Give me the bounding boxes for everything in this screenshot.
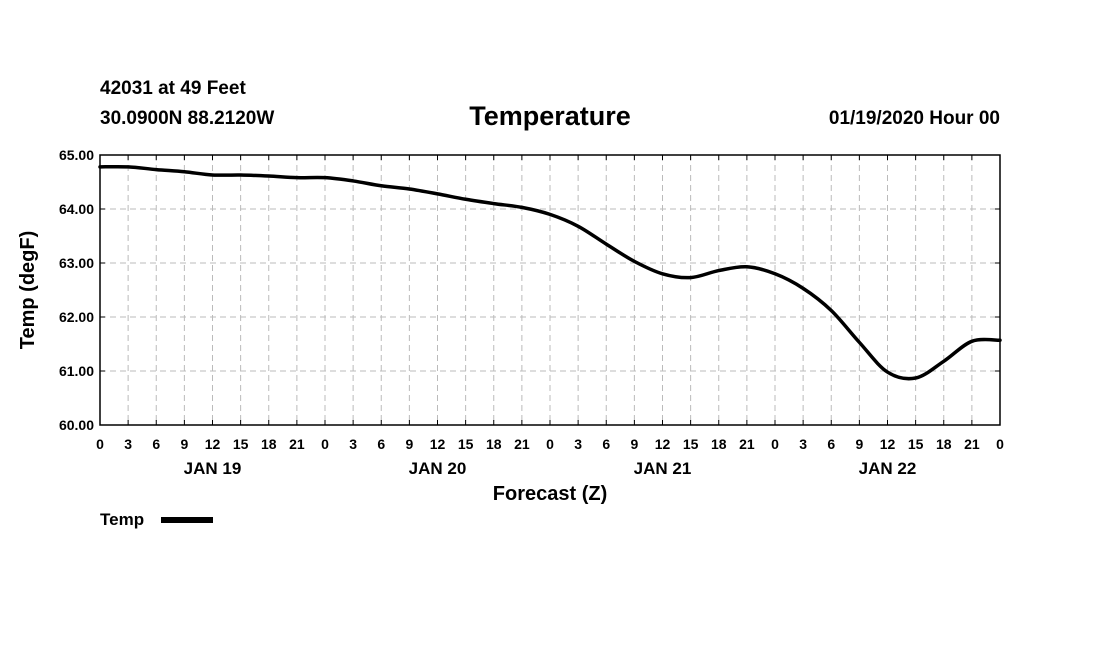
x-tick-label: 21: [739, 436, 755, 452]
x-tick-label: 9: [855, 436, 863, 452]
x-tick-label: 18: [711, 436, 727, 452]
x-tick-label: 21: [289, 436, 305, 452]
x-tick-label: 15: [683, 436, 699, 452]
header-location-line: 30.0900N 88.2120W: [100, 108, 274, 129]
x-tick-label: 6: [602, 436, 610, 452]
y-tick-label: 60.00: [59, 417, 94, 433]
grid-layer: [100, 155, 1000, 425]
x-tick-label: 18: [936, 436, 952, 452]
x-tick-label: 0: [546, 436, 554, 452]
x-tick-label: 12: [655, 436, 671, 452]
date-label: JAN 22: [859, 459, 917, 478]
y-tick-label: 64.00: [59, 201, 94, 217]
x-tick-label: 3: [349, 436, 357, 452]
chart-title: Temperature: [469, 101, 631, 131]
date-label: JAN 19: [184, 459, 242, 478]
date-label: JAN 20: [409, 459, 467, 478]
x-tick-label: 3: [799, 436, 807, 452]
x-tick-label: 0: [96, 436, 104, 452]
x-tick-label: 6: [152, 436, 160, 452]
y-tick-label: 61.00: [59, 363, 94, 379]
x-tick-label: 3: [574, 436, 582, 452]
x-tick-label: 12: [205, 436, 221, 452]
series-line-temp: [98, 164, 1002, 381]
x-tick-label: 12: [430, 436, 446, 452]
x-tick-label: 21: [964, 436, 980, 452]
x-tick-label: 9: [405, 436, 413, 452]
x-tick-label: 9: [630, 436, 638, 452]
x-tick-label: 12: [880, 436, 896, 452]
x-tick-label: 9: [180, 436, 188, 452]
legend-label-temp: Temp: [100, 510, 144, 529]
x-tick-label: 18: [486, 436, 502, 452]
x-tick-label: 6: [377, 436, 385, 452]
x-tick-label: 15: [458, 436, 474, 452]
x-axis-label: Forecast (Z): [493, 483, 607, 505]
tick-layer: 0 3 6 9 12 15 18 21 0 3 6 9 12 15 18 21 0 3 6 9 12 15 18 21 0 3 6 9…: [59, 147, 1004, 478]
y-axis-label: Temp (degF): [17, 231, 39, 350]
series-layer: [98, 164, 1002, 381]
y-tick-label: 65.00: [59, 147, 94, 163]
x-tick-label: 15: [908, 436, 924, 452]
x-tick-label: 0: [996, 436, 1004, 452]
x-tick-label: 3: [124, 436, 132, 452]
x-tick-label: 0: [771, 436, 779, 452]
x-tick-label: 15: [233, 436, 249, 452]
header-date-line: 01/19/2020 Hour 00: [829, 108, 1000, 129]
x-tick-label: 18: [261, 436, 277, 452]
x-tick-label: 0: [321, 436, 329, 452]
y-tick-label: 62.00: [59, 309, 94, 325]
legend: Temp: [100, 510, 213, 529]
header-station-line: 42031 at 49 Feet: [100, 78, 246, 99]
y-tick-label: 63.00: [59, 255, 94, 271]
date-label: JAN 21: [634, 459, 692, 478]
x-tick-label: 6: [827, 436, 835, 452]
x-tick-label: 21: [514, 436, 530, 452]
